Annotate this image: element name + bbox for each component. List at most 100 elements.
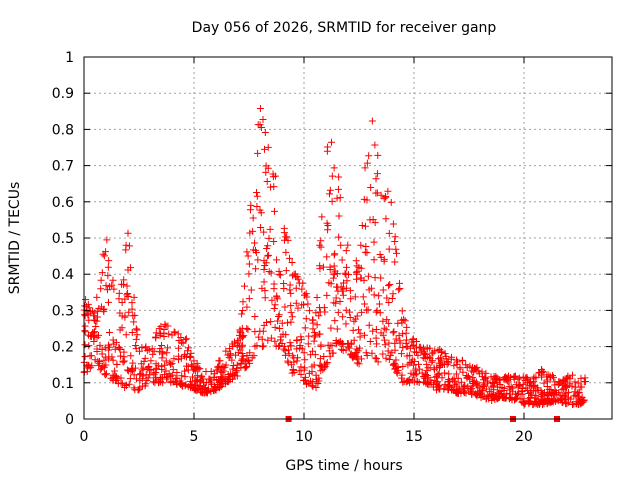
data-point [147, 366, 155, 374]
data-point [94, 331, 102, 339]
y-tick-label: 0.6 [52, 195, 74, 211]
data-point [167, 360, 175, 368]
data-point [297, 370, 305, 378]
data-point [328, 172, 336, 180]
data-point [300, 366, 308, 374]
data-point [363, 159, 371, 167]
data-point [293, 345, 301, 353]
data-point [371, 219, 379, 227]
data-point [450, 374, 458, 382]
data-point [551, 381, 559, 389]
data-point [372, 334, 380, 342]
data-point [184, 347, 192, 355]
data-point [382, 326, 390, 334]
data-point [376, 250, 384, 258]
data-point [89, 307, 97, 315]
data-point [85, 342, 93, 350]
data-point [182, 362, 190, 370]
data-point [338, 256, 346, 264]
data-point [126, 375, 134, 383]
data-point [413, 378, 421, 386]
data-point [261, 129, 269, 137]
data-point [275, 267, 283, 275]
data-point [365, 321, 373, 329]
data-point [96, 341, 104, 349]
data-point [174, 344, 182, 352]
data-point [240, 332, 248, 340]
data-point [90, 332, 98, 340]
x-tick-label: 20 [515, 429, 533, 445]
data-point [442, 352, 450, 360]
data-point [286, 254, 294, 262]
data-point [331, 317, 339, 325]
data-point [461, 383, 469, 391]
data-point [397, 350, 405, 358]
data-point [205, 375, 213, 383]
data-point [316, 265, 324, 273]
data-point [492, 372, 500, 380]
data-point [123, 366, 131, 374]
data-point [287, 308, 295, 316]
data-point [264, 252, 272, 260]
data-point [327, 280, 335, 288]
data-point [354, 355, 362, 363]
data-point [463, 371, 471, 379]
data-point [450, 362, 458, 370]
data-point [224, 351, 232, 359]
y-tick-label: 0.1 [52, 376, 74, 392]
data-point [181, 350, 189, 358]
data-point [282, 233, 290, 241]
data-point [104, 298, 112, 306]
data-point [347, 295, 355, 303]
data-point [123, 291, 131, 299]
x-tick-label: 5 [190, 429, 199, 445]
data-point [333, 270, 341, 278]
data-point [210, 373, 218, 381]
data-point [201, 384, 209, 392]
data-point [558, 386, 566, 394]
data-point [221, 363, 229, 371]
data-point [438, 374, 446, 382]
data-point [275, 342, 283, 350]
data-point [157, 375, 165, 383]
data-point [186, 381, 194, 389]
data-point [159, 379, 167, 387]
data-point [94, 313, 102, 321]
data-point [369, 327, 377, 335]
data-point [157, 322, 165, 330]
data-point [548, 395, 556, 403]
data-point [297, 363, 305, 371]
data-point [288, 258, 296, 266]
data-point [273, 295, 281, 303]
data-point [383, 294, 391, 302]
data-point [89, 329, 97, 337]
data-point [382, 354, 390, 362]
data-point [543, 373, 551, 381]
data-point [390, 328, 398, 336]
data-point [197, 388, 205, 396]
data-point [110, 285, 118, 293]
data-point [275, 312, 283, 320]
data-point [115, 344, 123, 352]
data-point [105, 353, 113, 361]
data-point [264, 242, 272, 250]
data-point [233, 361, 241, 369]
data-point [215, 357, 223, 365]
data-point [304, 340, 312, 348]
data-point [245, 260, 253, 268]
data-point [102, 361, 110, 369]
data-point [468, 364, 476, 372]
data-point [93, 293, 101, 301]
data-point [133, 326, 141, 334]
data-point [238, 356, 246, 364]
data-point [251, 313, 259, 321]
data-point [302, 315, 310, 323]
data-point [430, 381, 438, 389]
data-point [301, 291, 309, 299]
data-point [138, 366, 146, 374]
data-point [95, 361, 103, 369]
data-point [244, 252, 252, 260]
data-point [117, 352, 125, 360]
data-point [580, 397, 588, 405]
data-point [315, 304, 323, 312]
